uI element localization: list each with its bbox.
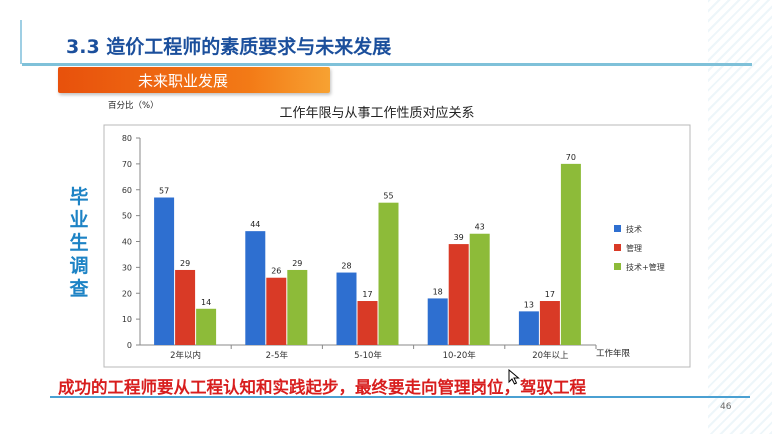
y-tick-label: 30	[122, 263, 132, 272]
legend-swatch	[614, 263, 621, 270]
y-tick-label: 60	[122, 186, 132, 195]
data-label: 28	[341, 262, 351, 271]
bar	[266, 277, 287, 345]
side-label-char: 业	[69, 209, 89, 231]
bar	[560, 163, 581, 345]
bar	[427, 298, 448, 345]
y-tick-label: 50	[122, 212, 132, 221]
data-label: 29	[292, 259, 302, 268]
side-label-char: 调	[69, 255, 89, 277]
y-tick-label: 20	[122, 289, 132, 298]
data-label: 44	[250, 220, 260, 229]
subtitle-text: 未来职业发展	[138, 72, 229, 90]
data-label: 17	[362, 290, 372, 299]
bar	[336, 272, 357, 345]
footer-statement: 成功的工程师要从工程认知和实践起步，最终要走向管理岗位，驾驭工程	[58, 378, 586, 397]
x-tick-label: 2-5年	[266, 350, 289, 361]
page-number: 46	[720, 402, 732, 412]
data-label: 13	[524, 300, 534, 309]
x-axis-label: 工作年限	[596, 348, 631, 359]
bar	[287, 269, 308, 345]
bar	[357, 301, 378, 345]
y-axis-label: 百分比（%）	[108, 100, 159, 111]
x-tick-label: 2年以内	[170, 350, 201, 361]
header-accent-line	[20, 20, 22, 64]
title-divider	[22, 63, 752, 66]
data-label: 26	[271, 267, 281, 276]
x-tick-label: 10-20年	[443, 350, 477, 361]
chart-frame	[103, 124, 691, 368]
y-tick-label: 80	[122, 134, 132, 143]
bar	[245, 231, 266, 345]
side-label-char: 查	[69, 278, 89, 300]
bar	[518, 311, 539, 345]
y-tick-label: 0	[127, 341, 132, 350]
data-label: 39	[454, 233, 464, 242]
side-label: 毕 业 生 调 查	[64, 186, 94, 301]
bar	[539, 301, 560, 345]
bar	[196, 308, 217, 345]
bar	[175, 269, 196, 345]
legend-label: 管理	[626, 243, 642, 253]
bar	[378, 202, 399, 345]
chart-title: 工作年限与从事工作性质对应关系	[279, 105, 474, 121]
y-tick-label: 10	[122, 315, 132, 324]
x-tick-label: 5-10年	[354, 350, 382, 361]
subtitle-banner	[58, 67, 330, 93]
footer-divider	[50, 396, 750, 398]
decorative-corner-pattern	[708, 0, 772, 434]
data-label: 70	[566, 153, 576, 162]
bar	[154, 197, 175, 345]
y-tick-label: 40	[122, 238, 132, 247]
legend-label: 技术	[626, 224, 642, 234]
data-label: 14	[201, 298, 211, 307]
side-label-char: 毕	[69, 186, 89, 208]
data-label: 29	[180, 259, 190, 268]
page-title: 3.3 造价工程师的素质要求与未来发展	[66, 36, 392, 58]
data-label: 55	[383, 192, 393, 201]
legend-swatch	[614, 225, 621, 232]
mouse-cursor-icon	[508, 369, 520, 385]
data-label: 57	[159, 187, 169, 196]
data-label: 43	[475, 223, 485, 232]
y-tick-label: 70	[122, 160, 132, 169]
legend-swatch	[614, 244, 621, 251]
data-label: 17	[545, 290, 555, 299]
data-label: 18	[433, 287, 443, 296]
legend-label: 技术+管理	[626, 262, 665, 272]
bar	[448, 244, 469, 345]
side-label-char: 生	[69, 232, 89, 254]
x-tick-label: 20年以上	[532, 350, 569, 361]
bar	[469, 233, 490, 345]
